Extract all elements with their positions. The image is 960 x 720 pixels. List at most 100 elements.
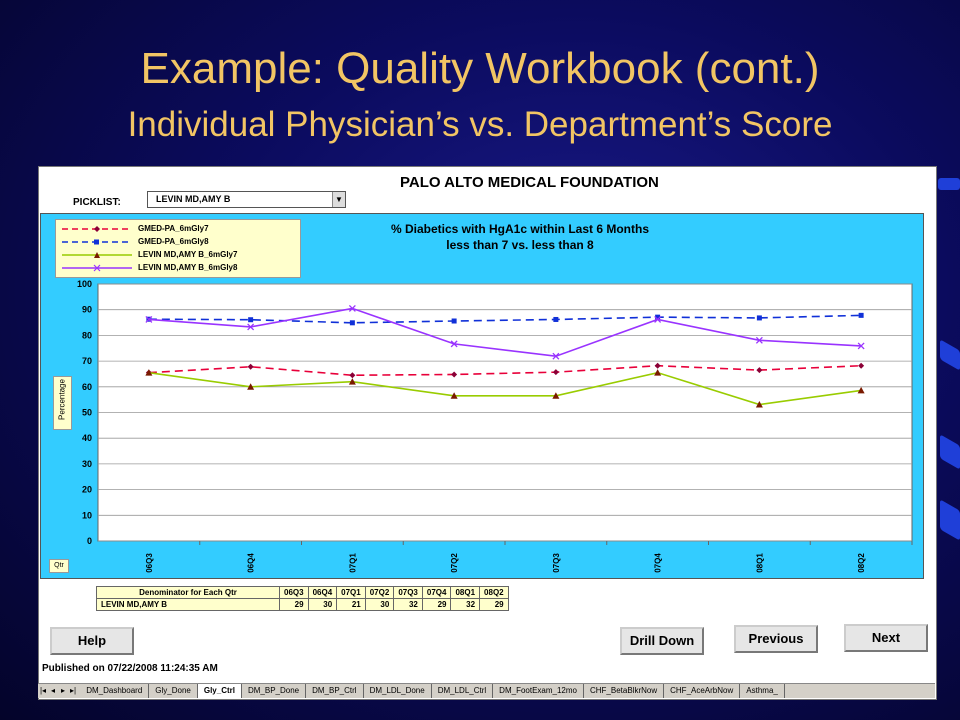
table-header-row: Denominator for Each Qtr 06Q3 06Q4 07Q1 07Q… [96,586,509,599]
x-tick-label: 08Q2 [857,553,866,573]
legend-label: GMED-PA_6mGly8 [138,237,209,246]
table-header-cell: 07Q2 [364,586,395,599]
data-point [654,362,661,369]
picklist-value: LEVIN MD,AMY B [156,194,231,204]
data-point [552,392,560,399]
data-point [348,304,356,312]
series-line [148,364,862,377]
y-tick-label: 60 [82,382,92,392]
decorative-stripe [938,178,960,190]
prev-sheet-icon[interactable]: ◂ [50,686,55,695]
x-tick-label: 07Q1 [348,553,357,573]
sheet-tab[interactable]: DM_FootExam_12mo [493,684,584,698]
table-header-cell: 06Q3 [279,586,309,599]
sheet-tab[interactable]: Gly_Done [149,684,198,698]
picklist-dropdown[interactable]: LEVIN MD,AMY B ▼ [147,191,346,208]
sheet-tab[interactable]: DM_LDL_Done [364,684,432,698]
x-tick-label: 06Q4 [247,553,256,573]
y-tick-label: 40 [82,433,92,443]
series-line [148,307,862,358]
first-sheet-icon[interactable]: |◂ [39,686,47,695]
sheet-tab[interactable]: CHF_BetaBlkrNow [584,684,665,698]
data-point [755,336,763,344]
chart-legend: GMED-PA_6mGly7 GMED-PA_6mGly8 LEVIN MD,A… [55,219,301,278]
sheet-tab[interactable]: Gly_Ctrl [197,684,242,698]
org-title: PALO ALTO MEDICAL FOUNDATION [400,174,659,191]
y-tick-label: 20 [82,485,92,495]
data-point [552,369,559,376]
sheet-tab[interactable]: DM_BP_Done [242,684,307,698]
data-point [655,314,661,320]
chart-title-line1: % Diabetics with HgA1c within Last 6 Mon… [390,222,650,236]
data-point [553,316,559,322]
data-point [450,392,458,399]
table-header-cell: 08Q1 [450,586,481,599]
data-point [858,362,865,369]
next-button[interactable]: Next [844,624,928,652]
denominator-table: Denominator for Each Qtr 06Q3 06Q4 07Q1 07Q… [96,586,509,611]
table-cell: 32 [450,598,481,611]
y-tick-label: 70 [82,356,92,366]
data-point [145,369,153,376]
line-chart: 0 10 20 30 40 50 60 70 80 90 100 06Q3 06Q4 07Q1 07Q2 07… [77,279,913,573]
table-header-cell: Denominator for Each Qtr [96,586,280,599]
legend-swatch [62,264,132,272]
sheet-tab[interactable]: Asthma_ [740,684,785,698]
legend-item: LEVIN MD,AMY B_6mGly7 [60,249,296,261]
legend-swatch [62,239,132,245]
y-tick-label: 30 [82,459,92,469]
sheet-tab[interactable]: DM_Dashboard [80,684,150,698]
previous-button[interactable]: Previous [734,625,818,653]
sheet-tab[interactable]: DM_LDL_Ctrl [432,684,494,698]
slide-title: Example: Quality Workbook (cont.) [140,44,820,93]
data-point [349,320,355,326]
table-header-cell: 07Q1 [336,586,366,599]
table-cell: 29 [421,598,452,611]
table-cell: 32 [393,598,423,611]
series-line [148,314,862,324]
legend-label: LEVIN MD,AMY B_6mGly7 [138,250,238,259]
next-sheet-icon[interactable]: ▸ [60,686,65,695]
data-point [247,383,255,390]
legend-label: GMED-PA_6mGly7 [138,224,209,233]
chevron-down-icon[interactable]: ▼ [332,192,345,207]
table-row: LEVIN MD,AMY B 29 30 21 30 32 29 32 29 [96,598,509,611]
chart-title: % Diabetics with HgA1c within Last 6 Mon… [320,221,720,253]
table-header-cell: 08Q2 [479,586,509,599]
data-point [552,352,560,360]
legend-swatch [62,252,132,258]
y-axis-label: Percentage [57,379,67,420]
data-point [451,318,457,324]
data-point [349,372,356,379]
data-point [247,323,255,331]
slide-subtitle: Individual Physician’s vs. Department’s … [127,105,833,144]
table-cell: 29 [479,598,509,611]
x-tick-label: 08Q1 [755,553,764,573]
y-tick-label: 80 [82,330,92,340]
legend-item: GMED-PA_6mGly8 [60,236,296,248]
x-tick-label: 07Q2 [450,553,459,573]
data-point [857,342,865,350]
legend-label: LEVIN MD,AMY B_6mGly8 [138,263,238,272]
table-header-cell: 07Q3 [393,586,423,599]
sheet-tab[interactable]: CHF_AceArbNow [664,684,741,698]
table-row-label: LEVIN MD,AMY B [96,598,280,611]
data-point [756,367,763,374]
data-point [145,316,153,323]
data-point [654,316,662,323]
data-point [858,312,864,318]
y-tick-label: 90 [82,305,92,315]
legend-swatch [62,226,132,232]
chart-title-line2: less than 7 vs. less than 8 [446,238,594,252]
data-point [654,369,662,376]
x-tick-label: 07Q4 [654,553,663,573]
drill-down-button[interactable]: Drill Down [620,627,704,655]
last-sheet-icon[interactable]: ▸| [69,686,77,695]
data-point [248,317,254,323]
sheet-tab-bar: |◂ ◂ ▸ ▸| DM_Dashboard Gly_Done Gly_Ctrl DM_BP… [38,683,935,698]
data-point [450,340,458,348]
table-header-cell: 06Q4 [307,586,338,599]
sheet-tab[interactable]: DM_BP_Ctrl [306,684,364,698]
table-cell: 30 [364,598,395,611]
help-button[interactable]: Help [50,627,134,655]
